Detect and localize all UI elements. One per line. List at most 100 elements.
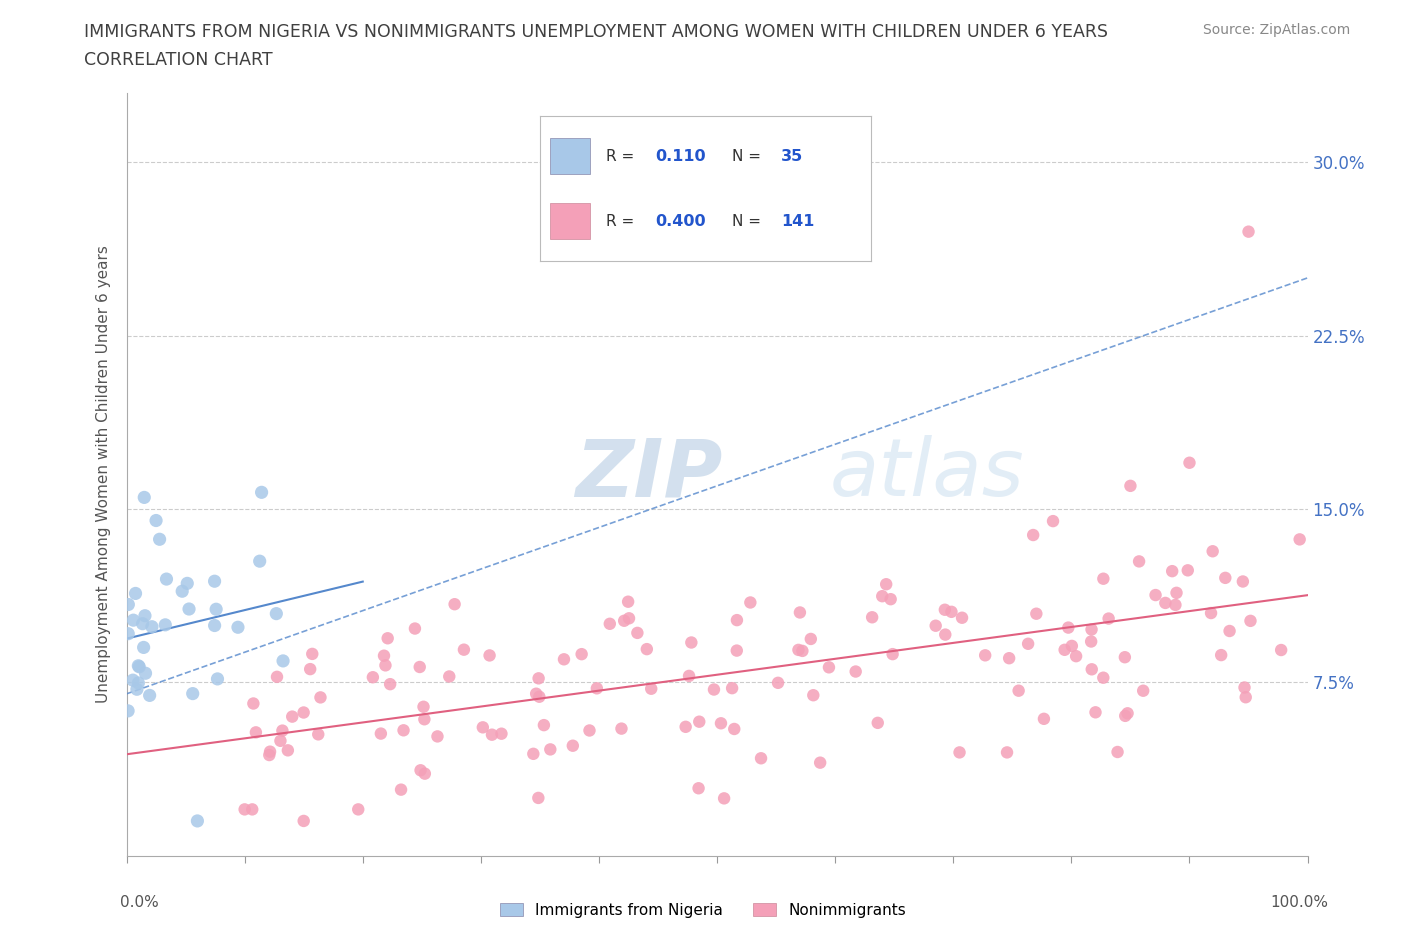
Y-axis label: Unemployment Among Women with Children Under 6 years: Unemployment Among Women with Children U…: [96, 246, 111, 703]
Point: [141, 619, 163, 634]
Point: [1237, 224, 1260, 239]
Point: [1017, 636, 1039, 651]
Point: [409, 659, 432, 674]
Point: [710, 716, 733, 731]
Point: [392, 723, 415, 737]
Text: 0.0%: 0.0%: [120, 895, 159, 910]
Point: [934, 627, 956, 642]
Point: [688, 714, 710, 729]
Point: [259, 744, 281, 759]
Point: [1211, 647, 1233, 662]
Point: [439, 669, 461, 684]
Point: [122, 672, 145, 687]
Point: [1107, 745, 1129, 760]
Point: [723, 722, 745, 737]
Point: [1053, 643, 1076, 658]
Point: [277, 743, 299, 758]
Point: [1288, 532, 1310, 547]
Point: [240, 802, 263, 817]
Point: [703, 682, 725, 697]
Point: [1116, 706, 1139, 721]
Point: [481, 727, 503, 742]
Point: [443, 597, 465, 612]
Point: [538, 742, 561, 757]
Point: [617, 611, 640, 626]
Point: [1114, 650, 1136, 665]
Point: [1128, 554, 1150, 569]
Point: [117, 626, 139, 641]
Point: [586, 681, 609, 696]
Text: 100.0%: 100.0%: [1271, 895, 1329, 910]
Point: [725, 613, 748, 628]
Point: [789, 605, 811, 620]
Point: [713, 790, 735, 805]
Point: [135, 666, 157, 681]
Point: [924, 618, 946, 633]
Point: [1119, 478, 1142, 493]
Point: [389, 782, 412, 797]
Point: [1042, 513, 1064, 528]
Point: [948, 745, 970, 760]
Point: [787, 643, 810, 658]
Point: [413, 711, 436, 726]
Point: [626, 626, 648, 641]
Point: [610, 721, 633, 736]
Point: [1232, 574, 1254, 589]
Point: [205, 602, 228, 617]
Point: [409, 763, 432, 777]
Point: [1114, 709, 1136, 724]
Point: [792, 644, 814, 658]
Point: [1239, 614, 1261, 629]
Point: [1213, 570, 1236, 585]
Point: [1080, 662, 1102, 677]
Point: [941, 604, 963, 619]
Point: [529, 689, 551, 704]
Point: [998, 651, 1021, 666]
Point: [124, 586, 146, 601]
Point: [250, 485, 273, 499]
Point: [204, 574, 226, 589]
Point: [1092, 571, 1115, 586]
Text: atlas: atlas: [830, 435, 1024, 513]
Point: [347, 802, 370, 817]
Point: [1166, 585, 1188, 600]
Point: [122, 613, 145, 628]
Point: [950, 610, 973, 625]
Point: [553, 652, 575, 667]
Text: CORRELATION CHART: CORRELATION CHART: [84, 51, 273, 69]
Point: [269, 734, 291, 749]
Point: [309, 690, 332, 705]
Point: [453, 643, 475, 658]
Point: [1080, 622, 1102, 637]
Point: [617, 594, 640, 609]
Point: [1092, 671, 1115, 685]
Point: [127, 675, 149, 690]
Point: [875, 577, 897, 591]
Text: IMMIGRANTS FROM NIGERIA VS NONIMMIGRANTS UNEMPLOYMENT AMONG WOMEN WITH CHILDREN : IMMIGRANTS FROM NIGERIA VS NONIMMIGRANTS…: [84, 23, 1108, 41]
Point: [1177, 563, 1199, 578]
Legend: Immigrants from Nigeria, Nonimmigrants: Immigrants from Nigeria, Nonimmigrants: [499, 903, 907, 918]
Point: [176, 576, 198, 591]
Point: [527, 671, 550, 685]
Point: [426, 729, 449, 744]
Point: [740, 595, 762, 610]
Point: [186, 814, 208, 829]
Point: [1199, 605, 1222, 620]
Point: [172, 584, 194, 599]
Point: [1161, 564, 1184, 578]
Point: [471, 720, 494, 735]
Point: [1270, 643, 1292, 658]
Point: [1057, 620, 1080, 635]
Point: [259, 748, 281, 763]
Point: [412, 699, 434, 714]
Point: [301, 646, 323, 661]
Point: [491, 726, 513, 741]
Point: [292, 814, 315, 829]
Point: [1097, 611, 1119, 626]
Point: [640, 682, 662, 697]
Point: [377, 631, 399, 645]
Point: [149, 532, 172, 547]
Point: [533, 718, 555, 733]
Point: [128, 659, 150, 674]
Point: [800, 631, 823, 646]
